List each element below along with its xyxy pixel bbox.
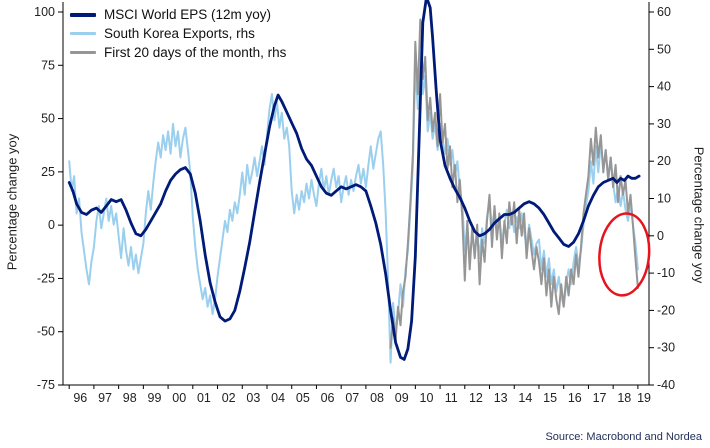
- legend-label-korea-exports: South Korea Exports, rhs: [104, 26, 255, 41]
- left-axis-tick-label: -75: [37, 378, 55, 392]
- chart-legend: MSCI World EPS (12m yoy) South Korea Exp…: [70, 7, 286, 64]
- right-axis-tick-label: -20: [657, 303, 675, 317]
- series-group: [67, 0, 641, 364]
- x-axis-tick-label: 17: [593, 391, 607, 405]
- legend-swatch-korea-exports: [70, 32, 96, 35]
- x-axis-tick-label: 19: [637, 391, 651, 405]
- right-axis-tick-label: -40: [657, 378, 675, 392]
- x-axis-tick-label: 97: [98, 391, 112, 405]
- series-line-msci-world-eps: [67, 0, 641, 361]
- x-axis-tick-label: 02: [222, 391, 236, 405]
- x-axis-tick-label: 04: [271, 391, 285, 405]
- x-axis-tick-label: 06: [321, 391, 335, 405]
- left-axis-tick-label: 50: [41, 112, 55, 126]
- left-axis-tick-label: 25: [41, 165, 55, 179]
- x-axis-tick-label: 15: [543, 391, 557, 405]
- highlight-ellipse-annotation: [598, 212, 651, 297]
- right-axis-tick-label: 60: [657, 5, 671, 19]
- x-axis-tick-label: 18: [617, 391, 631, 405]
- right-axis-tick-label: 30: [657, 117, 671, 131]
- right-axis-tick-label: 0: [657, 229, 664, 243]
- x-axis-tick-label: 14: [518, 391, 532, 405]
- x-axis-tick-label: 00: [172, 391, 186, 405]
- right-axis-tick-label: 50: [657, 42, 671, 56]
- left-axis-tick-label: 100: [34, 5, 55, 19]
- right-axis-tick-label: -10: [657, 266, 675, 280]
- x-axis-tick-label: 08: [370, 391, 384, 405]
- x-axis-tick-label: 98: [123, 391, 137, 405]
- left-axis-tick-label: 0: [48, 218, 55, 232]
- x-axis-tick-label: 99: [148, 391, 162, 405]
- legend-item-first-20-days: First 20 days of the month, rhs: [70, 45, 286, 60]
- series-line-south-korea-exports: [68, 44, 639, 364]
- left-axis-tick-label: -25: [37, 271, 55, 285]
- legend-swatch-first-20-days: [70, 51, 96, 54]
- right-axis-tick-label: -30: [657, 341, 675, 355]
- x-axis-tick-label: 13: [494, 391, 508, 405]
- legend-label-first-20-days: First 20 days of the month, rhs: [104, 45, 287, 60]
- x-axis-tick-label: 07: [345, 391, 359, 405]
- right-axis-tick-label: 40: [657, 80, 671, 94]
- x-axis-tick-label: 12: [469, 391, 483, 405]
- left-axis-tick-label: -50: [37, 325, 55, 339]
- legend-item-msci-eps: MSCI World EPS (12m yoy): [70, 7, 286, 22]
- x-axis-tick-label: 11: [445, 391, 458, 405]
- x-axis-tick-label: 03: [246, 391, 260, 405]
- x-axis-tick-label: 01: [197, 391, 211, 405]
- left-axis-title: Percentage change yoy: [4, 133, 20, 271]
- x-axis-tick-label: 05: [296, 391, 310, 405]
- legend-label-msci-eps: MSCI World EPS (12m yoy): [104, 7, 272, 22]
- source-credit: Source: Macrobond and Nordea: [545, 431, 702, 443]
- right-axis-tick-label: 20: [657, 154, 671, 168]
- x-axis-tick-label: 10: [420, 391, 434, 405]
- legend-swatch-msci-eps: [70, 12, 96, 17]
- x-axis-tick-label: 96: [73, 391, 87, 405]
- right-axis-title: Percentage change yoy: [691, 146, 707, 284]
- x-axis-tick-label: 16: [568, 391, 582, 405]
- right-axis-tick-label: 10: [657, 192, 671, 206]
- series-line-first-20-days: [389, 18, 639, 349]
- legend-item-korea-exports: South Korea Exports, rhs: [70, 26, 286, 41]
- left-axis-tick-label: 75: [41, 58, 55, 72]
- x-axis-tick-label: 09: [395, 391, 409, 405]
